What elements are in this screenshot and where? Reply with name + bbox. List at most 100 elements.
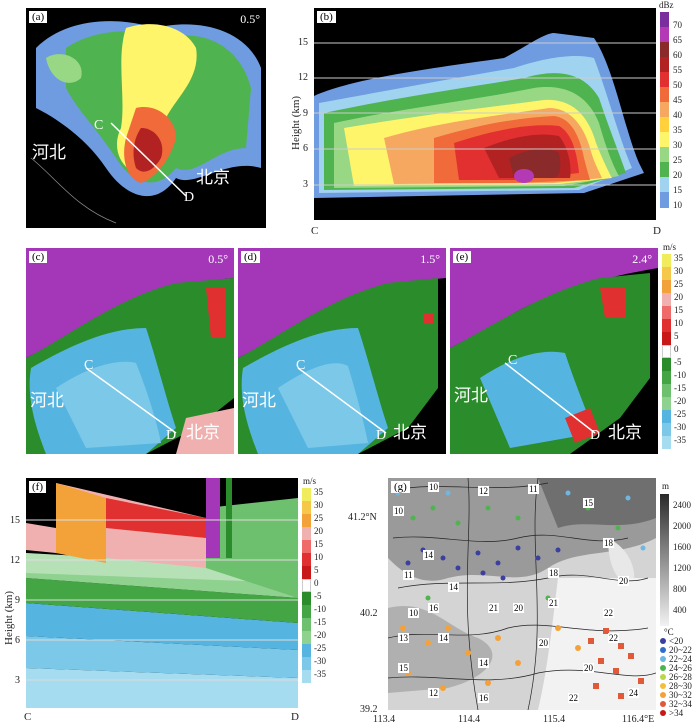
contour-label: 10: [428, 482, 439, 492]
vel-tick: 15: [674, 305, 683, 315]
contour-label: 11: [403, 570, 414, 580]
vel-tick: -5: [674, 357, 682, 367]
panel-a-reflectivity-ppi: (a) 0.5° 河北 北京 C D: [26, 8, 266, 228]
panel-e-label: (e): [453, 251, 472, 263]
contour-label: 21: [548, 598, 559, 608]
vel-tick: -15: [674, 383, 686, 393]
velocity-cross-section: [26, 478, 298, 708]
panel-d-point-d: D: [376, 428, 387, 443]
panel-d-label: (d): [241, 251, 260, 263]
contour-label: 22: [568, 693, 579, 703]
contour-label: 16: [428, 603, 439, 613]
panel-e-beijing: 北京: [608, 423, 642, 443]
panel-b-ytick: 3: [303, 179, 308, 190]
dbz-tick: 50: [673, 80, 682, 90]
panel-g-lon-label: 116.4°E: [622, 714, 655, 725]
vel-tick: 10: [314, 552, 323, 562]
elev-tick: 800: [673, 584, 687, 594]
panel-c-beijing: 北京: [186, 423, 220, 443]
contour-label: 21: [488, 603, 499, 613]
contour-label: 14: [423, 550, 434, 560]
vel-tick: 10: [674, 318, 683, 328]
temp-legend-label: 22~24: [669, 654, 692, 664]
temp-legend-label: 26~28: [669, 672, 692, 682]
contour-label: 24: [628, 688, 639, 698]
panel-g-lat-label: 41.2°N: [348, 512, 377, 523]
panel-b-ytick: 15: [298, 37, 308, 48]
elev-tick: 2000: [673, 521, 691, 531]
panel-f-right-end: D: [291, 711, 299, 723]
dbz-colorbar: [660, 12, 669, 208]
panel-e-angle: 2.4°: [632, 252, 652, 266]
vel-unit-bottom: m/s: [303, 476, 317, 486]
velocity-colorbar-top: [662, 254, 671, 449]
dbz-tick: 70: [673, 20, 682, 30]
temp-legend-item: 24~26: [660, 663, 692, 673]
contour-label: 10: [408, 608, 419, 618]
vel-tick: -25: [314, 643, 326, 653]
panel-d-velocity-ppi: (d) 1.5° 河北 北京 C D: [238, 248, 446, 454]
vel-tick: 35: [314, 487, 323, 497]
panel-a-label: (a): [29, 11, 48, 23]
reflectivity-map: [30, 21, 261, 224]
vel-tick: 20: [674, 292, 683, 302]
panel-d-point-c: C: [296, 358, 306, 373]
contour-label: 10: [393, 506, 404, 516]
contour-label: 16: [478, 693, 489, 703]
temp-legend-label: 28~30: [669, 681, 692, 691]
temp-legend-item: 28~30: [660, 681, 692, 691]
temp-legend-label: <20: [669, 636, 684, 646]
temp-legend-label: 24~26: [669, 663, 692, 673]
temp-legend-label: 20~22: [669, 645, 692, 655]
vel-tick: -10: [314, 604, 326, 614]
vel-tick: 30: [674, 266, 683, 276]
contour-label: 18: [603, 538, 614, 548]
panel-f-ytick: 3: [15, 675, 20, 686]
vel-tick: 0: [674, 344, 679, 354]
panel-g-surface-map: (g) 10 12 11 15 10 18 14 11 20 14 16 18 …: [388, 478, 656, 710]
vel-tick: -10: [674, 370, 686, 380]
panel-a-angle: 0.5°: [240, 12, 260, 26]
contour-label: 20: [538, 638, 549, 648]
vel-tick: 25: [314, 513, 323, 523]
dbz-tick: 20: [673, 170, 682, 180]
temp-unit: °C: [664, 627, 674, 637]
dbz-tick: 10: [673, 200, 682, 210]
vel-tick: 25: [674, 279, 683, 289]
contour-label: 18: [548, 568, 559, 578]
contour-label: 20: [618, 576, 629, 586]
dbz-unit: dBz: [659, 0, 674, 10]
temp-legend-label: 30~32: [669, 690, 692, 700]
panel-c-velocity-ppi: (c) 0.5° 河北 北京 C D: [26, 248, 234, 454]
panel-b-ylabel: Height (km): [290, 95, 302, 150]
contour-label: 11: [528, 484, 539, 494]
dbz-tick: 25: [673, 155, 682, 165]
panel-d-angle: 1.5°: [420, 252, 440, 266]
panel-b-left-end: C: [311, 225, 319, 237]
velocity-map-e: [450, 248, 658, 454]
contour-label: 12: [478, 486, 489, 496]
panel-f-ylabel: Height (km): [3, 590, 15, 645]
elev-tick: 1200: [673, 563, 691, 573]
temp-legend-item: 20~22: [660, 645, 692, 655]
velocity-colorbar-bottom: [302, 488, 311, 683]
panel-d-beijing: 北京: [393, 423, 427, 443]
contour-label: 12: [428, 688, 439, 698]
panel-d-hebei: 河北: [242, 391, 276, 411]
vel-tick: -20: [314, 630, 326, 640]
elev-tick: 1600: [673, 542, 691, 552]
panel-g-lon-label: 113.4: [373, 714, 396, 725]
panel-f-velocity-cross-section: (f): [26, 478, 298, 708]
panel-a-point-d: D: [184, 190, 195, 205]
contour-label: 14: [438, 633, 449, 643]
panel-f-ytick: 9: [15, 595, 20, 606]
dbz-tick: 35: [673, 125, 682, 135]
panel-g-lon-label: 114.4: [458, 714, 481, 725]
panel-b-label: (b): [317, 11, 336, 23]
dbz-tick: 45: [673, 95, 682, 105]
contour-label: 14: [448, 582, 459, 592]
panel-e-point-d: D: [590, 428, 601, 443]
panel-f-ytick: 12: [10, 555, 20, 566]
vel-tick: 0: [314, 578, 319, 588]
panel-b-ytick: 12: [298, 72, 308, 83]
